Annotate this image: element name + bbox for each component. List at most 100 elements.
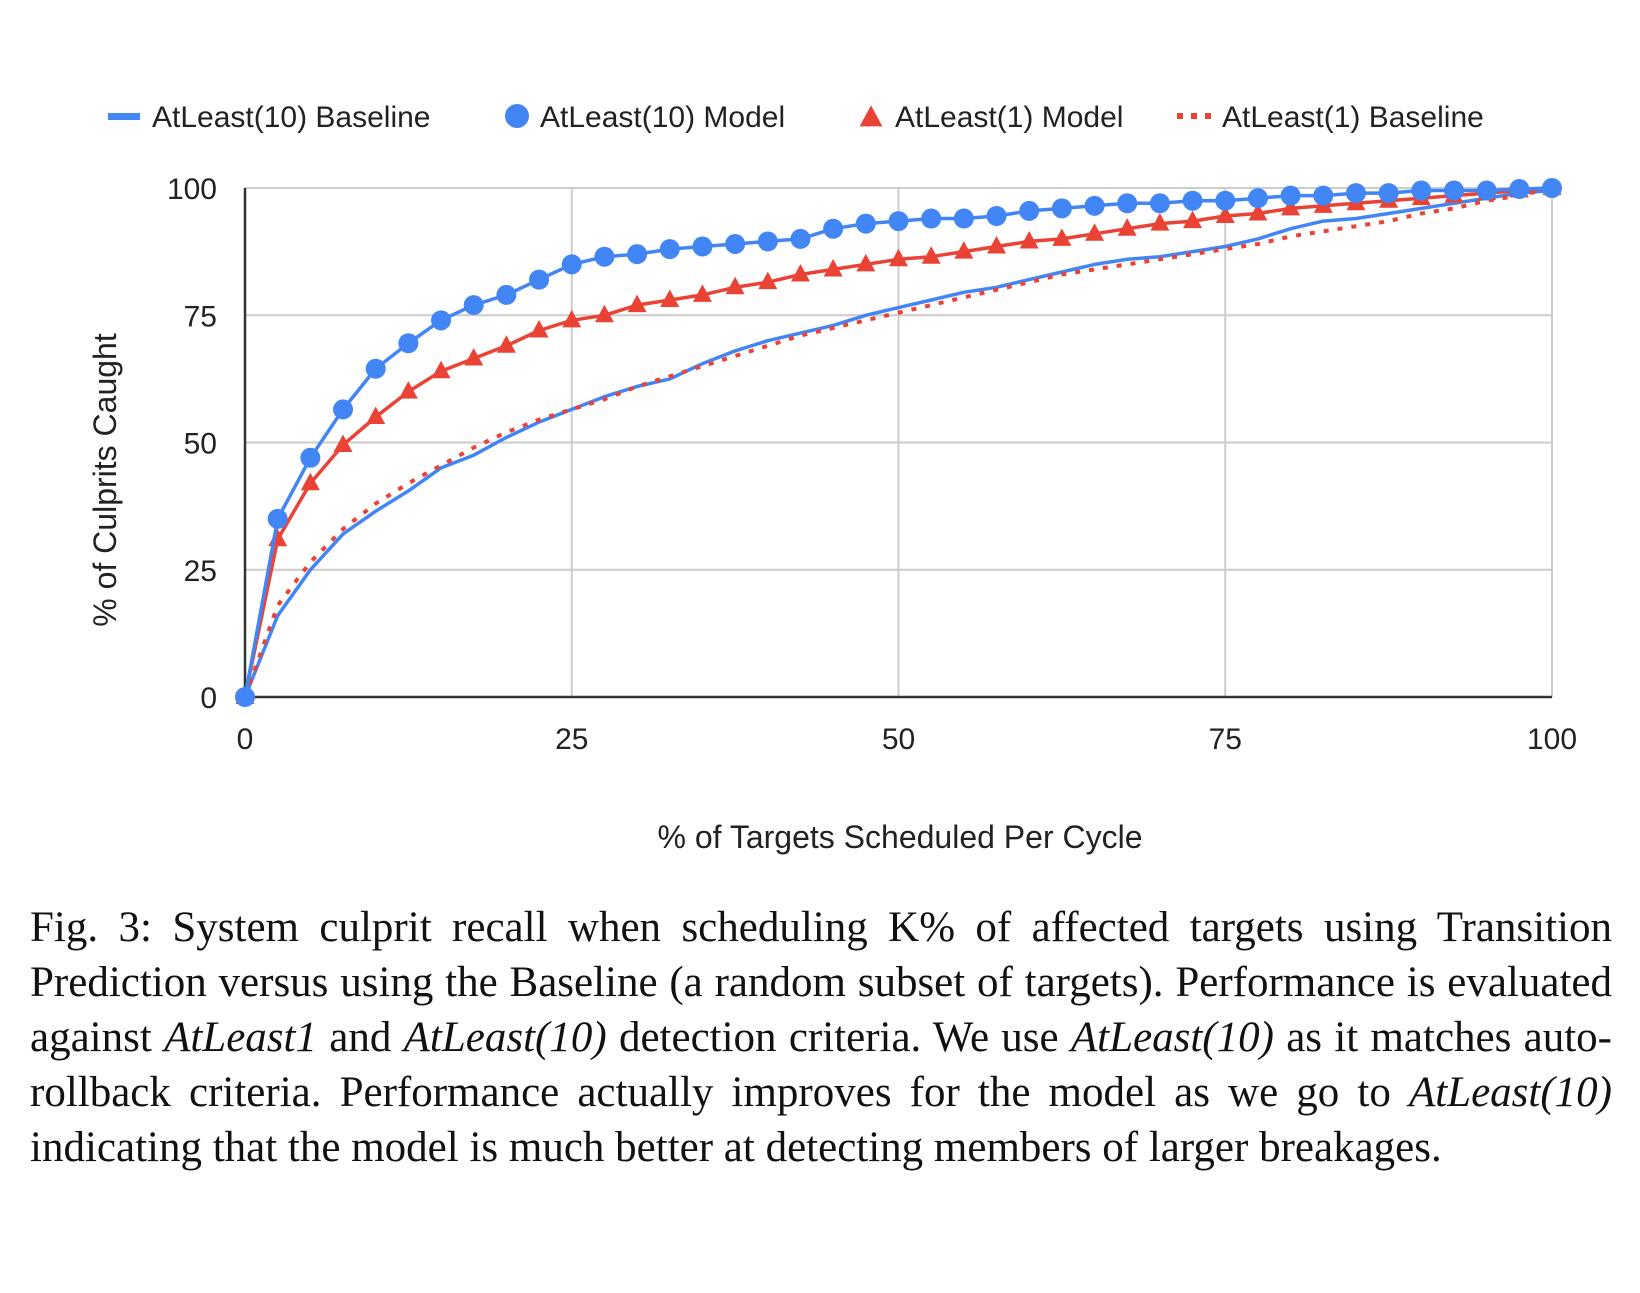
data-point-atleast-10-model-2	[300, 447, 321, 468]
data-point-atleast-10-model-4	[365, 358, 386, 379]
data-point-atleast-10-model-32	[1280, 185, 1301, 206]
data-point-atleast-1-model-24	[1019, 230, 1039, 249]
data-point-atleast-1-model-5	[398, 381, 418, 399]
chart-series	[235, 177, 1562, 707]
x-axis-label: % of Targets Scheduled Per Cycle	[658, 819, 1143, 855]
y-tick-label-0: 0	[200, 682, 217, 715]
data-point-atleast-10-model-22	[953, 208, 974, 229]
legend-label: AtLeast(10) Baseline	[152, 101, 431, 134]
series-atleast-1-baseline	[243, 186, 1553, 698]
data-point-atleast-1-model-9	[529, 320, 549, 338]
caption-emphasis-2: AtLeast(10)	[403, 1014, 607, 1061]
caption-text-1: Fig. 3: System culprit recall when sched…	[30, 904, 1612, 1061]
data-point-atleast-10-model-31	[1247, 188, 1268, 209]
data-point-atleast-1-model-17	[790, 264, 810, 282]
data-point-atleast-10-model-37	[1443, 180, 1464, 201]
x-tick-label-75: 75	[1209, 723, 1242, 756]
data-point-atleast-10-model-13	[659, 239, 680, 260]
culprit-recall-chart: AtLeast(10) Baseline AtLeast(10) Model AtL…	[87, 101, 1577, 855]
y-tick-label-50: 50	[184, 428, 217, 461]
legend-item-atleast-1-model: AtLeast(1) Model	[859, 101, 1123, 134]
data-point-atleast-10-model-15	[725, 233, 746, 254]
legend-item-atleast-10-baseline: AtLeast(10) Baseline	[108, 101, 431, 134]
data-point-atleast-1-model-2	[300, 472, 320, 491]
legend-label: AtLeast(1) Baseline	[1222, 101, 1484, 134]
data-point-atleast-1-model-18	[823, 258, 843, 277]
data-point-atleast-10-model-0	[235, 687, 255, 707]
series-atleast-10-baseline	[243, 188, 1553, 698]
data-point-atleast-1-model-1	[268, 528, 288, 547]
chart-legend: AtLeast(10) Baseline AtLeast(10) Model AtL…	[108, 101, 1484, 134]
data-point-atleast-1-model-30	[1215, 205, 1235, 223]
series-line-atleast-1-baseline	[243, 186, 1553, 698]
data-point-atleast-10-model-17	[790, 228, 811, 249]
data-point-atleast-10-model-10	[561, 254, 582, 275]
legend-symbol-triangle	[859, 105, 883, 127]
data-point-atleast-10-model-26	[1084, 195, 1105, 216]
data-point-atleast-10-model-14	[692, 236, 713, 257]
data-point-atleast-1-model-15	[725, 276, 745, 295]
data-point-atleast-10-model-36	[1411, 180, 1432, 201]
data-point-atleast-1-model-7	[464, 348, 484, 366]
legend-symbol-line	[108, 113, 140, 120]
data-point-atleast-1-model-14	[692, 284, 712, 302]
data-point-atleast-1-model-28	[1150, 213, 1170, 231]
data-point-atleast-1-model-21	[921, 246, 941, 264]
data-point-atleast-1-model-10	[562, 309, 582, 328]
data-point-atleast-10-model-11	[594, 246, 615, 267]
x-tick-label-100: 100	[1527, 723, 1577, 756]
data-point-atleast-10-model-34	[1345, 183, 1366, 204]
data-point-atleast-10-model-5	[398, 333, 419, 354]
data-point-atleast-10-model-27	[1117, 193, 1138, 214]
data-point-atleast-1-model-25	[1052, 228, 1072, 246]
data-point-atleast-10-model-33	[1313, 185, 1334, 206]
caption-text-2: and	[316, 1014, 404, 1061]
figure-caption: Fig. 3: System culprit recall when sched…	[30, 900, 1612, 1175]
data-point-atleast-10-model-20	[888, 211, 909, 232]
data-point-atleast-10-model-18	[823, 218, 844, 239]
x-tick-label-50: 50	[882, 723, 915, 756]
data-point-atleast-1-model-19	[856, 253, 876, 272]
data-point-atleast-1-model-6	[431, 360, 451, 379]
data-point-atleast-10-model-35	[1378, 183, 1399, 204]
data-point-atleast-10-model-30	[1215, 190, 1236, 211]
data-point-atleast-10-model-9	[529, 269, 550, 290]
data-point-atleast-1-model-23	[987, 236, 1007, 254]
data-point-atleast-1-model-20	[889, 248, 908, 267]
data-point-atleast-10-model-29	[1182, 190, 1203, 211]
series-atleast-10-model	[235, 178, 1562, 707]
data-point-atleast-10-model-40	[1542, 178, 1562, 198]
data-point-atleast-1-model-4	[366, 406, 386, 425]
legend-item-atleast-1-baseline: AtLeast(1) Baseline	[1177, 101, 1484, 134]
data-point-atleast-10-model-7	[463, 295, 484, 316]
data-point-atleast-1-model-16	[758, 271, 778, 290]
data-point-atleast-10-model-6	[431, 310, 452, 331]
x-tick-label-25: 25	[555, 723, 588, 756]
data-point-atleast-10-model-3	[333, 399, 354, 420]
data-point-atleast-10-model-28	[1149, 193, 1170, 214]
data-point-atleast-1-model-27	[1117, 218, 1137, 236]
series-line-atleast-10-baseline	[243, 188, 1553, 698]
data-point-atleast-10-model-12	[627, 244, 648, 265]
data-point-atleast-1-model-3	[333, 434, 353, 453]
data-point-atleast-1-model-26	[1085, 223, 1105, 241]
caption-text-5: indicating that the model is much better…	[30, 1124, 1442, 1171]
data-point-atleast-10-model-8	[496, 284, 517, 305]
data-point-atleast-10-model-39	[1509, 179, 1530, 200]
chart-axes	[243, 188, 1552, 699]
x-tick-label-0: 0	[237, 723, 254, 756]
caption-text-4: as it matches auto-rollback criteria. Pe…	[30, 1014, 1612, 1116]
y-tick-label-75: 75	[184, 300, 217, 333]
data-point-atleast-10-model-24	[1019, 200, 1040, 221]
data-point-atleast-10-model-25	[1051, 198, 1072, 219]
y-tick-label-25: 25	[184, 555, 217, 588]
data-point-atleast-10-model-1	[267, 508, 288, 529]
data-point-atleast-1-model-12	[627, 294, 647, 313]
legend-label: AtLeast(1) Model	[895, 101, 1123, 134]
y-axis-label: % of Culprits Caught	[87, 333, 123, 627]
data-point-atleast-1-model-31	[1248, 202, 1268, 221]
data-point-atleast-1-model-32	[1281, 197, 1301, 216]
caption-emphasis-4: AtLeast(10)	[1408, 1069, 1612, 1116]
data-point-atleast-10-model-38	[1476, 180, 1497, 201]
y-tick-label-100: 100	[167, 173, 217, 206]
